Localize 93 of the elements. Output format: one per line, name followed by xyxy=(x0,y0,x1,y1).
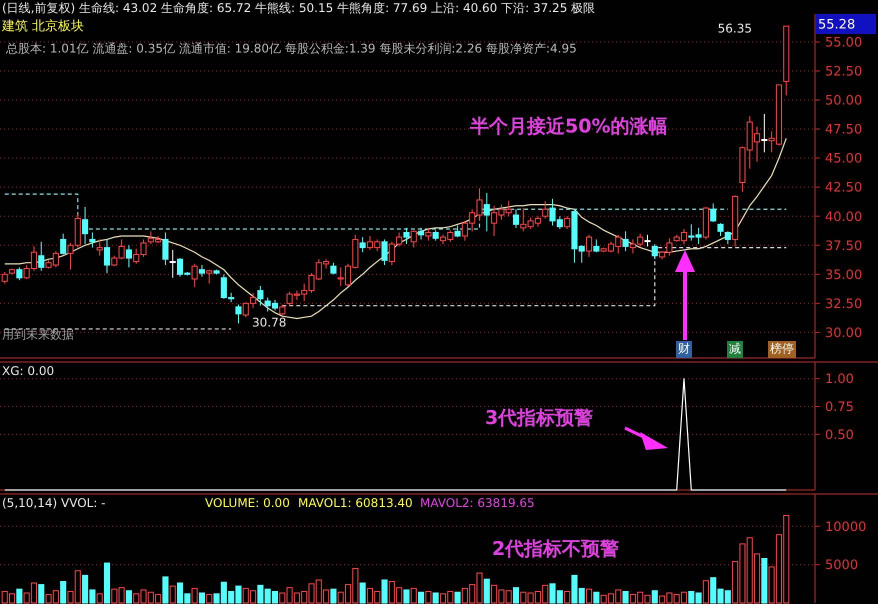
bar xyxy=(454,592,461,604)
y-tick-label: 40.00 xyxy=(825,210,862,225)
candlestick xyxy=(622,230,629,252)
annotation: 56.35 xyxy=(718,22,752,36)
candlestick xyxy=(512,208,520,228)
candlestick xyxy=(644,234,651,247)
bar xyxy=(593,592,600,604)
candlestick xyxy=(432,230,439,242)
candlestick xyxy=(724,230,731,245)
y-tick-label: 30.00 xyxy=(825,326,862,341)
y-tick-label: 35.00 xyxy=(825,268,862,283)
candlestick xyxy=(542,200,548,220)
candlestick xyxy=(454,225,461,238)
y-tick-label: 1.00 xyxy=(825,372,854,388)
candlestick xyxy=(235,304,242,324)
y-tick-label: 42.50 xyxy=(825,180,862,196)
candlestick xyxy=(82,206,88,245)
candlestick xyxy=(89,232,96,248)
bar xyxy=(484,578,490,604)
annotation: 用到未来数据 xyxy=(2,328,74,342)
y-tick-label: 0.50 xyxy=(825,428,854,443)
text: 55.28 xyxy=(818,18,856,33)
candlestick xyxy=(330,262,336,275)
bar xyxy=(652,590,658,604)
candlestick xyxy=(425,227,432,242)
bar xyxy=(104,562,110,604)
candlestick xyxy=(104,238,110,274)
annotation: 总股本: 1.01亿 流通盘: 0.35亿 流通市值: 19.80亿 每股公积金:1.39 每股未分利润:2.26 每股净资产:4.95 xyxy=(5,42,577,56)
candlestick xyxy=(652,244,658,260)
line-series xyxy=(4,138,787,320)
y-tick-label: 45.00 xyxy=(825,152,862,167)
bar xyxy=(432,592,439,604)
candlestick xyxy=(16,266,22,281)
bar xyxy=(512,587,520,604)
candlestick xyxy=(170,249,176,278)
bar xyxy=(198,592,206,604)
y-tick-label: 55.00 xyxy=(825,35,862,50)
bar xyxy=(126,590,132,604)
annotation: 财 xyxy=(678,342,690,356)
candlestick xyxy=(96,238,103,256)
annotation: MAVOL2: 63819.65 xyxy=(420,496,535,510)
chart-title: XG: 0.00 xyxy=(2,364,54,378)
annotation: MAVOL1: 60813.40 xyxy=(298,496,413,510)
bar xyxy=(418,592,424,604)
chart-subtitle: 建筑 北京板块 xyxy=(1,19,84,34)
annotation: 30.78 xyxy=(252,316,286,330)
candlestick xyxy=(162,232,168,266)
bar xyxy=(60,581,66,604)
bar xyxy=(16,588,22,604)
candlestick xyxy=(717,222,724,236)
candlestick xyxy=(410,230,417,248)
annotation: VOLUME: 0.00 xyxy=(205,496,290,510)
candlestick xyxy=(192,263,198,288)
candlestick xyxy=(279,304,286,316)
candlestick xyxy=(198,264,206,278)
candlestick xyxy=(38,241,44,272)
bar xyxy=(622,590,629,604)
candlestick xyxy=(360,236,366,253)
y-tick-label: 50.00 xyxy=(825,94,862,109)
candlestick xyxy=(593,238,600,253)
candlestick xyxy=(381,238,388,266)
candlestick xyxy=(710,202,716,223)
candlestick xyxy=(761,113,768,153)
candlestick xyxy=(564,216,570,230)
candlestick xyxy=(126,244,132,268)
bar xyxy=(330,588,336,604)
bar xyxy=(360,582,366,604)
candlestick xyxy=(403,227,410,245)
y-tick-label: 5000 xyxy=(825,558,858,574)
candlestick xyxy=(60,233,66,256)
candlestick xyxy=(484,192,490,232)
y-tick-label: 47.50 xyxy=(825,122,862,138)
annotation: 半个月接近50%的涨幅 xyxy=(469,116,668,138)
chart-title: (日线,前复权) 生命线: 43.02 生命角度: 65.72 牛熊线: 50.15 牛熊角度: 77.69 上沿: 40.60 下沿: 37.25 极限 xyxy=(2,1,596,15)
y-tick-label: 32.50 xyxy=(825,296,862,312)
y-tick-label: 10000 xyxy=(825,520,866,535)
bar xyxy=(38,584,44,604)
y-tick-label: 37.50 xyxy=(825,238,862,254)
candlestick xyxy=(418,227,424,240)
candlestick xyxy=(206,269,212,284)
chart-title: (5,10,14) VVOL: - xyxy=(2,496,106,510)
candlestick xyxy=(586,234,592,258)
bar xyxy=(761,558,768,604)
annotation: 榜停 xyxy=(770,342,794,356)
annotation: 3代指标预警 xyxy=(485,407,594,429)
candlestick xyxy=(257,285,264,306)
bar xyxy=(162,576,168,604)
y-tick-label: 0.75 xyxy=(825,400,854,416)
annotation: 减 xyxy=(729,342,741,356)
annotation: 2代指标不预警 xyxy=(492,538,620,560)
y-tick-label: 52.50 xyxy=(825,64,862,80)
bar xyxy=(381,579,388,604)
bar xyxy=(403,589,410,604)
